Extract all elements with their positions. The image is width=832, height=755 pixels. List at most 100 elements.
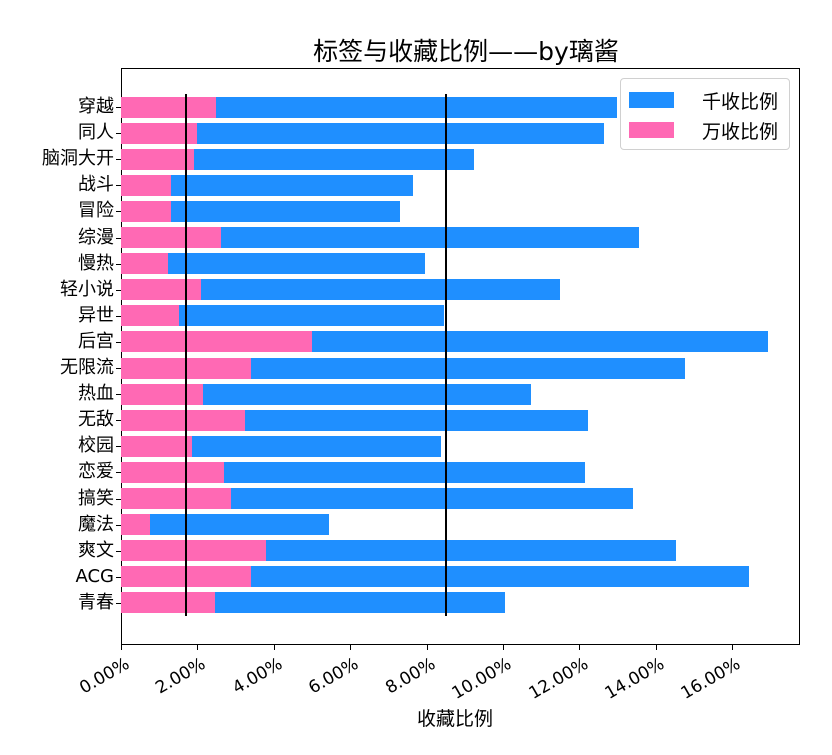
bar-wanshou [121, 540, 267, 562]
y-tick [116, 394, 121, 396]
bar-wanshou [121, 200, 172, 222]
y-tick-label: 爽文 [78, 539, 114, 561]
x-tick-label: 0.00% [76, 654, 133, 699]
bar-wanshou [121, 96, 217, 118]
y-tick [116, 159, 121, 161]
bar-qianshou [121, 514, 330, 536]
bar-wanshou [121, 227, 222, 248]
bar-wanshou [121, 435, 193, 457]
y-tick-label: 慢热 [78, 252, 114, 274]
y-tick-label: 轻小说 [60, 278, 114, 300]
x-tick [426, 645, 428, 650]
x-tick-label: 6.00% [305, 654, 363, 699]
bar-qianshou [121, 461, 586, 483]
reference-line [445, 94, 448, 616]
x-tick [732, 645, 734, 650]
y-tick-label: 异世 [78, 304, 114, 326]
y-tick [116, 211, 121, 213]
y-tick-label: 青春 [78, 591, 114, 613]
y-tick [116, 341, 121, 343]
bar-wanshou [121, 305, 180, 327]
x-tick [579, 645, 581, 650]
bar-wanshou [121, 461, 225, 483]
bar-qianshou [121, 592, 505, 614]
bar-qianshou [121, 488, 633, 509]
legend-item-wanshou: 万收比例 [629, 118, 779, 143]
x-tick [503, 645, 504, 650]
y-tick-label: 搞笑 [78, 487, 114, 509]
x-tick-label: 2.00% [152, 654, 210, 699]
bar-wanshou [121, 383, 204, 405]
y-tick-label: 魔法 [78, 513, 114, 535]
legend-label: 万收比例 [702, 120, 779, 143]
y-tick [116, 446, 121, 448]
bar-wanshou [121, 409, 246, 431]
bar-qianshou [121, 96, 617, 118]
y-tick-label: 热血 [78, 383, 114, 405]
bar-qianshou [121, 200, 400, 222]
chart-title: 标签与收藏比例——by璃酱 [313, 37, 619, 66]
y-tick-label: 综漫 [78, 226, 114, 248]
legend-swatch-blue [629, 92, 674, 108]
y-tick [116, 524, 121, 526]
bar-qianshou [121, 357, 685, 379]
bar-wanshou [121, 174, 172, 196]
x-tick [121, 645, 122, 650]
bar-wanshou [121, 253, 168, 275]
bar-qianshou [121, 253, 426, 275]
y-tick-label: 无敌 [78, 409, 114, 431]
bar-wanshou [121, 514, 151, 536]
bar-wanshou [121, 122, 198, 144]
y-tick-label: 穿越 [78, 96, 114, 117]
bar-wanshou [121, 148, 194, 170]
y-tick [116, 237, 121, 239]
legend-swatch-pink [629, 122, 674, 138]
x-tick-label: 14.00% [601, 654, 668, 704]
y-tick [116, 420, 121, 422]
bar-qianshou [121, 383, 531, 405]
x-tick-label: 10.00% [448, 654, 515, 704]
y-tick [116, 107, 121, 108]
x-tick [197, 645, 199, 650]
x-tick-label: 8.00% [381, 654, 439, 699]
y-tick-label: 后宫 [78, 330, 114, 352]
y-tick-label: 脑洞大开 [42, 148, 114, 170]
x-axis-label: 收藏比例 [417, 708, 494, 730]
y-tick-label: 同人 [78, 122, 114, 144]
legend-label: 千收比例 [702, 90, 779, 113]
x-tick [350, 645, 352, 650]
bar-qianshou [121, 148, 474, 170]
y-tick-label: 战斗 [78, 174, 114, 196]
bar-qianshou [121, 305, 445, 327]
reference-line [184, 94, 187, 616]
bar-wanshou [121, 331, 312, 353]
y-tick [116, 472, 121, 474]
y-tick [116, 576, 121, 578]
legend-item-qianshou: 千收比例 [629, 88, 779, 113]
y-tick-label: 校园 [78, 435, 114, 457]
y-tick [116, 315, 121, 317]
bar-qianshou [121, 279, 560, 301]
x-tick-label: 4.00% [229, 654, 286, 699]
x-tick-label: 16.00% [678, 654, 745, 704]
y-tick [116, 289, 121, 291]
bar-qianshou [121, 122, 604, 144]
y-tick-label: 恋爱 [78, 461, 114, 483]
bar-qianshou [121, 435, 442, 457]
bar-wanshou [121, 488, 232, 509]
y-tick [116, 185, 121, 187]
y-tick-label: 无限流 [60, 357, 114, 378]
y-tick [116, 602, 121, 604]
bar-qianshou [121, 227, 639, 248]
x-tick [655, 645, 657, 650]
y-tick [116, 263, 121, 265]
y-tick-label: ACG [75, 565, 114, 587]
y-tick-label: 冒险 [78, 200, 114, 222]
y-tick [116, 550, 121, 552]
y-tick [116, 133, 121, 135]
bar-wanshou [121, 592, 215, 614]
y-tick [116, 368, 121, 369]
bar-qianshou [121, 566, 749, 588]
bar-qianshou [121, 174, 413, 196]
legend: 千收比例 万收比例 [620, 78, 790, 150]
